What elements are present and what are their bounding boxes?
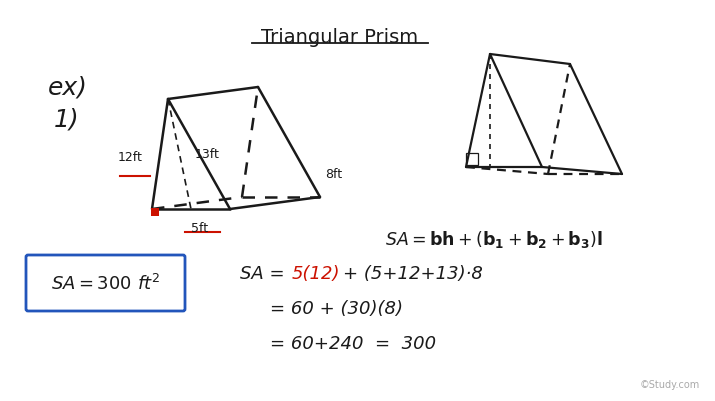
Text: 13ft: 13ft [195,148,220,161]
Bar [151,209,159,217]
Text: 5(12): 5(12) [292,264,340,282]
Text: $SA= 300\ ft^2$: $SA= 300\ ft^2$ [51,273,160,293]
Text: 8ft: 8ft [325,168,342,181]
Text: 1): 1) [54,108,79,132]
Text: + (5+12+13)·8: + (5+12+13)·8 [343,264,483,282]
Bar [466,154,478,166]
Text: 12ft: 12ft [118,151,143,164]
Text: = 60 + (30)(8): = 60 + (30)(8) [270,299,403,317]
Text: 5ft: 5ft [192,221,209,235]
Text: = 60+240  =  300: = 60+240 = 300 [270,334,436,352]
Text: SA =: SA = [240,264,290,282]
Text: $SA = \mathbf{b}\mathbf{h} + (\mathbf{b_1} + \mathbf{b_2} + \mathbf{b_3})\mathbf: $SA = \mathbf{b}\mathbf{h} + (\mathbf{b_… [385,229,603,250]
Text: ex): ex) [48,75,88,99]
Text: ©Study.com: ©Study.com [640,379,700,389]
Text: Triangular Prism: Triangular Prism [262,28,418,47]
